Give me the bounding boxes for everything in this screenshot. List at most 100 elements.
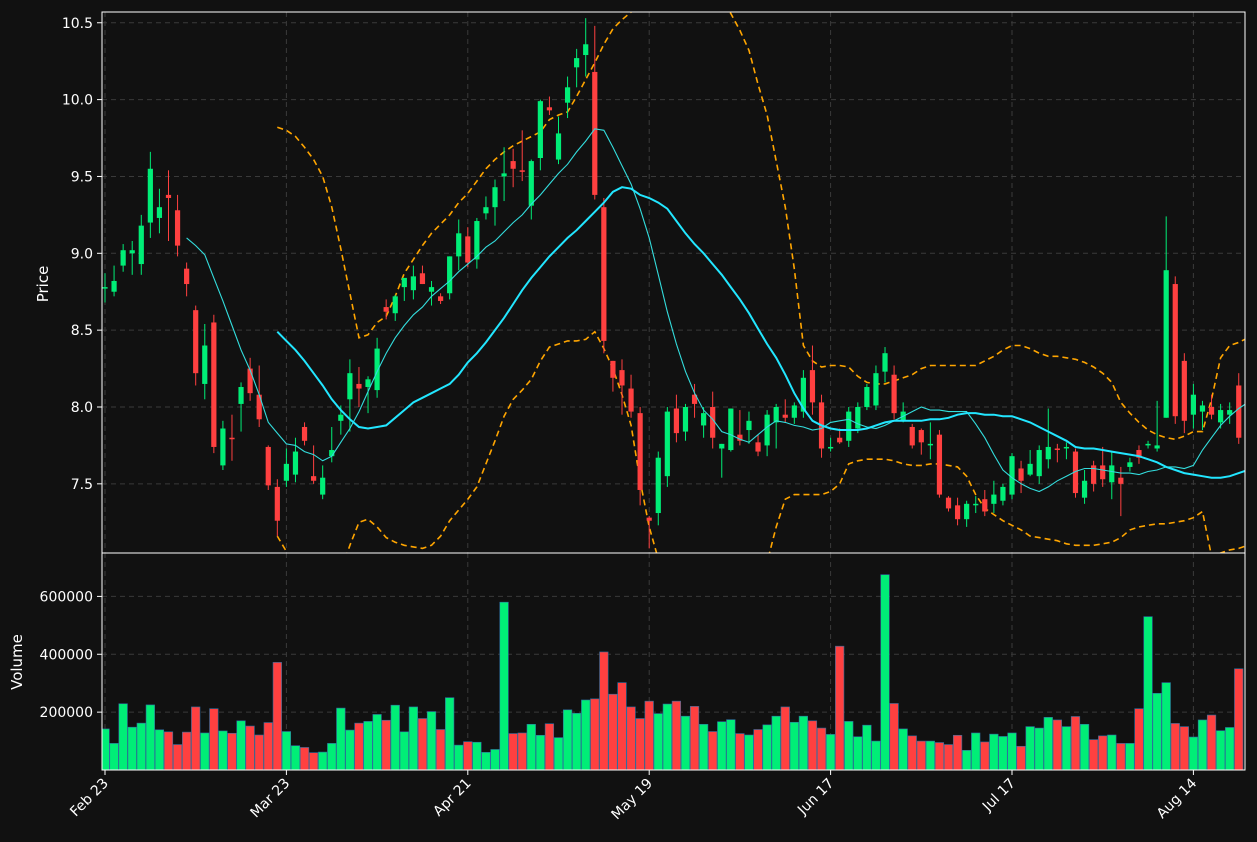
candle-body bbox=[719, 443, 725, 449]
candle-body bbox=[401, 277, 407, 288]
volume-bar bbox=[127, 726, 137, 770]
volume-bar bbox=[118, 703, 128, 770]
candle-body bbox=[991, 494, 997, 504]
volume-bar bbox=[191, 706, 201, 770]
volume-bar bbox=[699, 723, 709, 770]
volume-bar bbox=[1170, 723, 1180, 770]
volume-bar bbox=[1152, 693, 1162, 770]
bollinger-bands bbox=[276, 12, 1245, 553]
volume-bar bbox=[562, 709, 573, 770]
candle-body bbox=[329, 450, 335, 457]
slow-moving-average-line bbox=[276, 186, 1245, 479]
candle-body bbox=[1163, 270, 1169, 418]
volume-bar bbox=[853, 736, 863, 770]
volume-bar bbox=[635, 718, 645, 770]
candle-body bbox=[465, 236, 471, 263]
candle-body bbox=[1109, 465, 1115, 483]
upper-band-line bbox=[277, 12, 1245, 441]
volume-bar bbox=[290, 745, 301, 770]
volume-bar bbox=[408, 706, 418, 770]
volume-bar bbox=[680, 715, 691, 770]
volume-bar bbox=[989, 733, 999, 770]
candlesticks bbox=[102, 18, 1242, 549]
volume-bar bbox=[1016, 745, 1026, 770]
volume-bar bbox=[753, 729, 763, 770]
candle-body bbox=[1208, 406, 1215, 415]
volume-bar bbox=[971, 732, 981, 770]
volume-bar bbox=[236, 720, 246, 770]
candle-body bbox=[1091, 465, 1097, 484]
candle-body bbox=[701, 413, 707, 426]
volume-bar bbox=[272, 662, 282, 770]
volume-bar bbox=[381, 719, 391, 770]
volume-bar bbox=[508, 733, 518, 770]
volume-bar bbox=[735, 733, 745, 770]
volume-bar bbox=[943, 744, 954, 770]
candle-body bbox=[392, 296, 398, 314]
candle-body bbox=[1227, 410, 1233, 415]
moving-averages bbox=[186, 128, 1245, 493]
candle-body bbox=[174, 210, 181, 246]
volume-bar bbox=[1061, 726, 1072, 770]
candle-body bbox=[193, 310, 199, 374]
volume-bar bbox=[372, 714, 382, 770]
candle-body bbox=[247, 368, 253, 394]
candle-body bbox=[510, 161, 516, 169]
candle-body bbox=[1172, 284, 1178, 417]
volume-bar bbox=[499, 601, 509, 770]
candle-body bbox=[1054, 448, 1060, 451]
volume-bar bbox=[1134, 708, 1144, 770]
candle-body bbox=[691, 394, 698, 404]
volume-bar bbox=[1216, 730, 1226, 770]
candle-body bbox=[546, 107, 553, 111]
volume-bar bbox=[1179, 726, 1189, 770]
volume-bar bbox=[390, 704, 400, 770]
volume-bar bbox=[517, 732, 527, 770]
candle-body bbox=[347, 373, 353, 400]
volume-bar bbox=[898, 728, 908, 770]
volume-bar bbox=[1089, 739, 1099, 770]
price-tick-label: 7.5 bbox=[71, 477, 93, 493]
candle-body bbox=[1218, 410, 1224, 423]
candle-body bbox=[673, 408, 680, 434]
volume-bar bbox=[1007, 732, 1017, 770]
volume-bar bbox=[1197, 719, 1208, 770]
volume-bar bbox=[363, 721, 373, 770]
candle-body bbox=[1009, 456, 1015, 495]
volume-bar bbox=[689, 706, 700, 770]
volume-bar bbox=[599, 651, 609, 770]
candle-body bbox=[111, 280, 117, 292]
candle-body bbox=[882, 353, 888, 372]
volume-tick-label: 200000 bbox=[40, 705, 93, 721]
candle-body bbox=[256, 394, 262, 420]
x-tick-label: Jun 17 bbox=[794, 776, 837, 819]
volume-bar bbox=[354, 722, 364, 770]
volume-bar bbox=[435, 729, 446, 770]
x-tick-label: May 19 bbox=[608, 776, 656, 824]
candle-body bbox=[428, 287, 435, 292]
volume-bar bbox=[399, 731, 409, 770]
candle-body bbox=[1000, 486, 1006, 501]
volume-bar bbox=[1206, 714, 1217, 770]
candle-body bbox=[1181, 360, 1187, 421]
candle-body bbox=[383, 307, 389, 312]
candle-body bbox=[138, 225, 144, 265]
volume-bar bbox=[218, 730, 228, 770]
candle-body bbox=[583, 44, 589, 56]
x-tick-label: Jul 17 bbox=[979, 776, 1019, 816]
volume-bar bbox=[780, 706, 790, 770]
volume-bar bbox=[1107, 734, 1117, 770]
volume-bar bbox=[1188, 736, 1198, 770]
candle-body bbox=[646, 517, 652, 521]
candle-body bbox=[728, 408, 734, 451]
volume-bar bbox=[318, 751, 328, 770]
candle-body bbox=[229, 437, 235, 440]
candle-body bbox=[1072, 451, 1079, 494]
volume-bar bbox=[816, 727, 827, 770]
price-tick-label: 8.5 bbox=[71, 323, 93, 339]
candle-body bbox=[292, 451, 299, 475]
candle-body bbox=[519, 170, 525, 172]
volume-bar bbox=[172, 744, 183, 770]
candle-body bbox=[1100, 465, 1106, 480]
candle-body bbox=[447, 256, 453, 294]
